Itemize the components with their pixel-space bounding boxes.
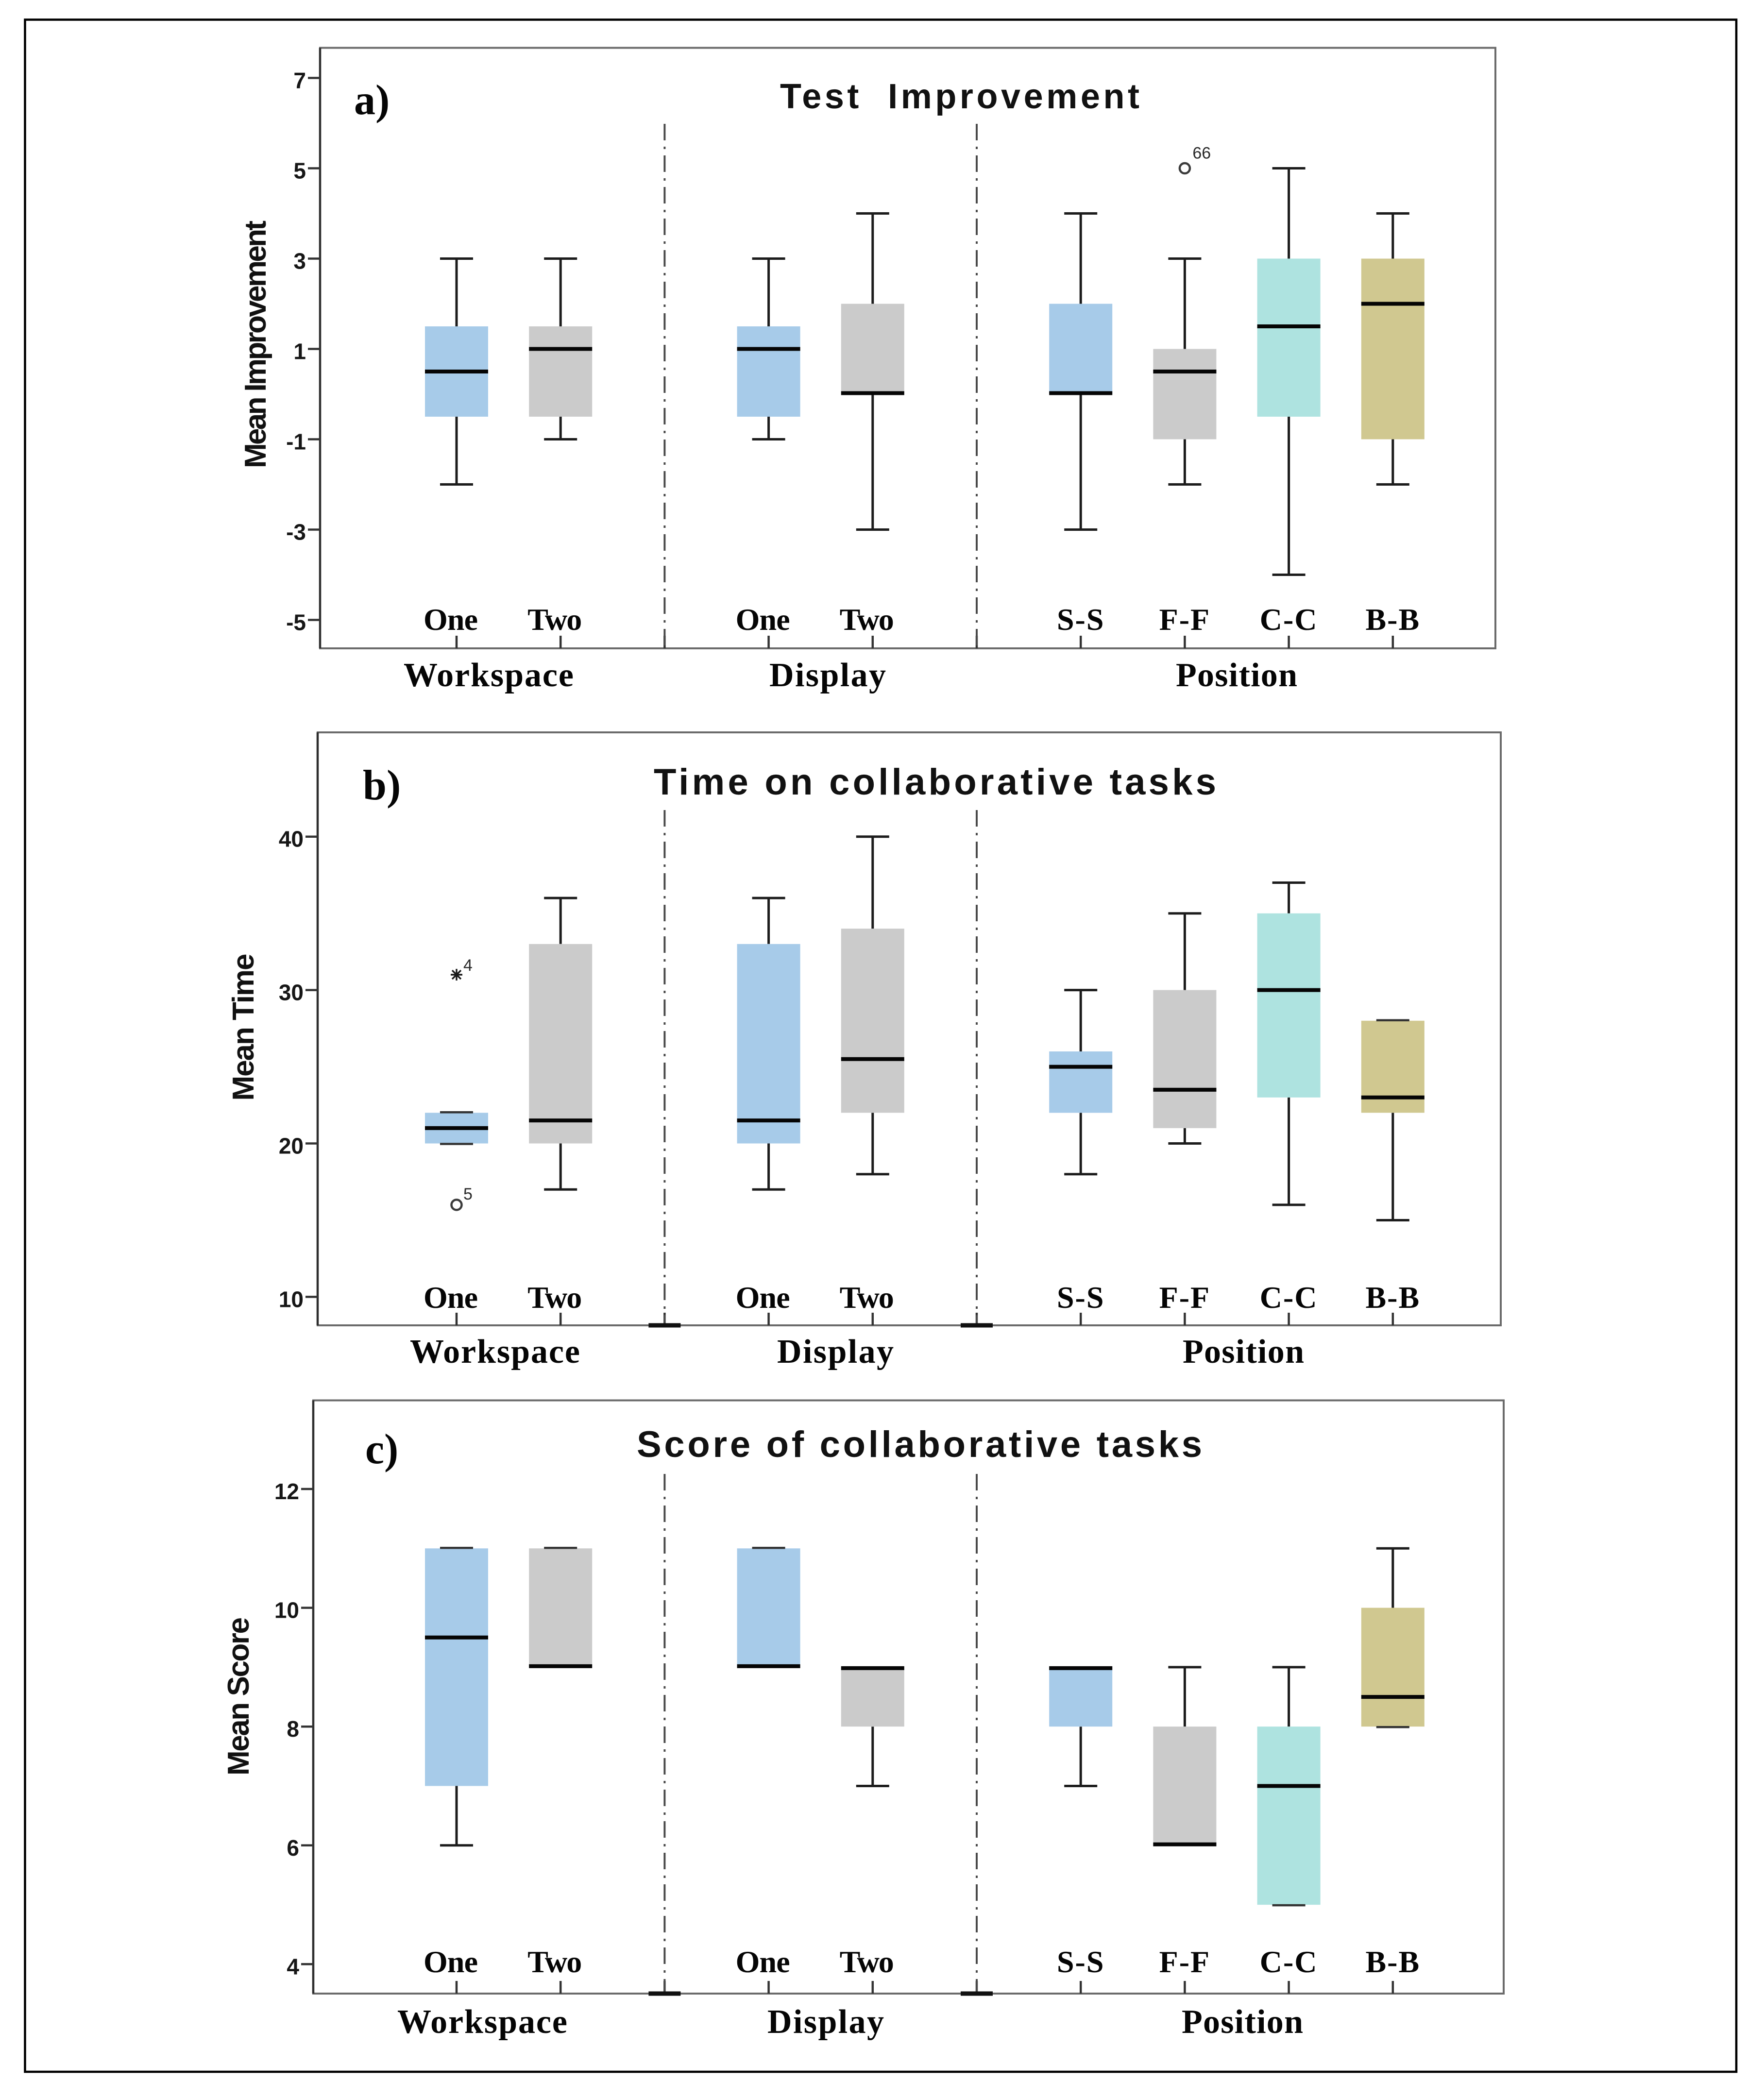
svg-text:B-B: B-B — [1365, 1945, 1420, 1979]
svg-text:Display: Display — [777, 1333, 894, 1370]
svg-text:3: 3 — [293, 249, 306, 274]
svg-text:-3: -3 — [286, 520, 306, 545]
svg-text:One: One — [736, 602, 790, 637]
svg-text:Mean Improvement: Mean Improvement — [239, 220, 272, 468]
svg-text:Two: Two — [840, 1945, 894, 1979]
svg-text:Time on collaborative tasks: Time on collaborative tasks — [654, 761, 1216, 803]
svg-text:One: One — [424, 1280, 478, 1315]
svg-text:12: 12 — [274, 1479, 299, 1504]
svg-text:S-S: S-S — [1057, 1945, 1105, 1979]
svg-text:4: 4 — [463, 956, 473, 975]
svg-text:8: 8 — [287, 1716, 299, 1742]
svg-text:C-C: C-C — [1260, 1945, 1318, 1979]
svg-text:30: 30 — [279, 980, 304, 1005]
svg-text:-1: -1 — [286, 429, 306, 455]
svg-text:F-F: F-F — [1159, 1280, 1211, 1315]
svg-text:b): b) — [363, 762, 401, 809]
svg-text:B-B: B-B — [1365, 602, 1420, 637]
svg-text:c): c) — [365, 1426, 398, 1473]
svg-text:Two: Two — [527, 1945, 582, 1979]
svg-text:10: 10 — [274, 1598, 299, 1623]
svg-text:Mean Time: Mean Time — [227, 954, 260, 1101]
svg-text:C-C: C-C — [1260, 602, 1318, 637]
svg-text:7: 7 — [293, 68, 306, 93]
svg-text:Two: Two — [840, 1280, 894, 1315]
svg-text:5: 5 — [293, 158, 306, 184]
svg-text:Mean Score: Mean Score — [222, 1617, 255, 1776]
svg-text:a): a) — [354, 77, 390, 124]
svg-text:Display: Display — [767, 2003, 884, 2041]
svg-text:Workspace: Workspace — [410, 1333, 580, 1370]
svg-text:C-C: C-C — [1260, 1280, 1318, 1315]
svg-text:Two: Two — [840, 602, 894, 637]
svg-text:5: 5 — [463, 1185, 473, 1203]
svg-text:66: 66 — [1192, 144, 1211, 163]
svg-text:B-B: B-B — [1365, 1280, 1420, 1315]
svg-text:-5: -5 — [286, 610, 306, 635]
svg-text:Two: Two — [527, 602, 582, 637]
svg-text:10: 10 — [279, 1286, 304, 1312]
svg-text:Test Improvement: Test Improvement — [780, 77, 1139, 116]
svg-text:4: 4 — [287, 1954, 299, 1979]
svg-text:Workspace: Workspace — [404, 657, 574, 694]
svg-text:Score of collaborative tasks: Score of collaborative tasks — [637, 1424, 1202, 1465]
svg-text:Position: Position — [1183, 1333, 1304, 1370]
svg-text:Two: Two — [527, 1280, 582, 1315]
svg-text:F-F: F-F — [1159, 1945, 1211, 1979]
svg-text:40: 40 — [279, 827, 304, 852]
svg-text:Position: Position — [1176, 657, 1297, 694]
svg-text:1: 1 — [293, 339, 306, 364]
svg-text:6: 6 — [287, 1835, 299, 1861]
svg-text:Display: Display — [769, 657, 886, 694]
svg-text:20: 20 — [279, 1134, 304, 1159]
svg-text:One: One — [736, 1280, 790, 1315]
svg-text:S-S: S-S — [1057, 602, 1105, 637]
svg-text:One: One — [424, 602, 478, 637]
svg-text:One: One — [736, 1945, 790, 1979]
svg-text:F-F: F-F — [1159, 602, 1211, 637]
svg-text:Position: Position — [1182, 2003, 1303, 2041]
svg-text:Workspace: Workspace — [397, 2003, 567, 2041]
svg-text:One: One — [424, 1945, 478, 1979]
svg-text:S-S: S-S — [1057, 1280, 1105, 1315]
